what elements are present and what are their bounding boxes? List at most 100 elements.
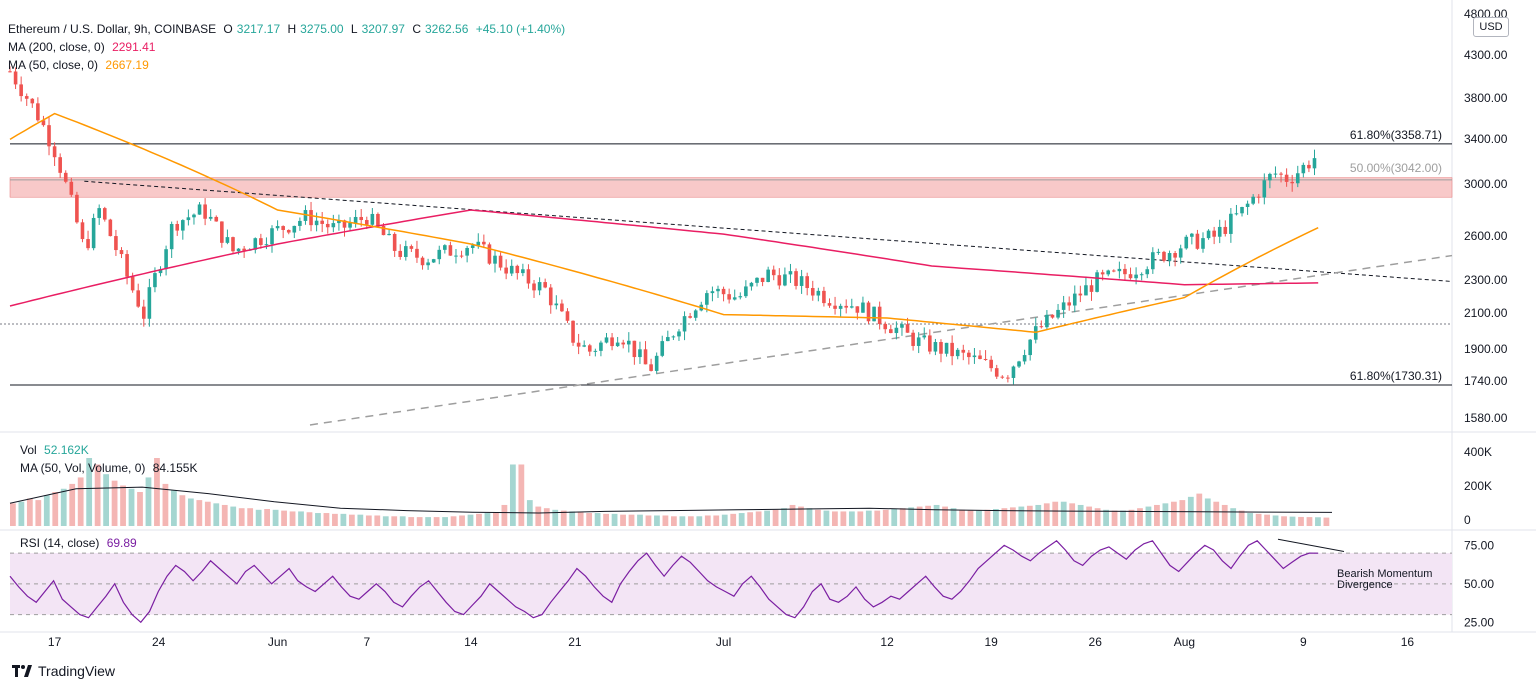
candle-body bbox=[448, 245, 453, 256]
price-tick-label: 2100.00 bbox=[1464, 306, 1508, 320]
candle-body bbox=[264, 244, 269, 246]
ma50-legend[interactable]: MA (50, close, 0) 2667.19 bbox=[8, 56, 569, 74]
volume-bar bbox=[874, 510, 881, 526]
time-axis[interactable]: 17 24 Jun 7 14 21 Jul 12 19 26 Aug 9 16 bbox=[48, 635, 1414, 649]
volume-ma-label: MA (50, Vol, Volume, 0) bbox=[20, 461, 146, 475]
volume-bars[interactable] bbox=[9, 458, 1333, 526]
volume-bar bbox=[416, 517, 423, 526]
volume-ma-value: 84.155K bbox=[152, 461, 198, 475]
volume-bar bbox=[120, 485, 126, 526]
candle-body bbox=[359, 216, 364, 221]
volume-bar bbox=[1289, 516, 1296, 526]
volume-bar bbox=[671, 516, 677, 526]
candlesticks[interactable] bbox=[8, 66, 1317, 385]
volume-bar bbox=[289, 511, 296, 526]
candle-body bbox=[928, 335, 932, 352]
volume-bar bbox=[1001, 508, 1008, 526]
candle-body bbox=[1145, 269, 1150, 275]
candle-body bbox=[398, 250, 403, 257]
candle-body bbox=[666, 337, 670, 342]
candle-body bbox=[270, 228, 274, 245]
candle-body bbox=[654, 355, 659, 371]
volume-bar bbox=[509, 464, 516, 526]
candle-body bbox=[1100, 272, 1105, 275]
candle-body bbox=[1000, 376, 1005, 378]
volume-bar bbox=[815, 509, 821, 526]
candle-body bbox=[487, 244, 492, 264]
candle-body bbox=[164, 249, 168, 270]
volume-bar bbox=[518, 464, 525, 526]
resistance-zone bbox=[9, 177, 1453, 198]
candle-body bbox=[1123, 268, 1127, 275]
volume-tick-label: 400K bbox=[1464, 445, 1492, 459]
volume-bar bbox=[560, 510, 567, 526]
candle-body bbox=[1067, 302, 1072, 306]
candle-body bbox=[454, 255, 458, 257]
ma50-label: MA (50, close, 0) bbox=[8, 58, 99, 72]
candle-body bbox=[509, 265, 514, 274]
candle-body bbox=[220, 221, 224, 243]
price-axis[interactable]: 4800.004300.003800.003400.003000.002600.… bbox=[1464, 7, 1508, 629]
volume-bar bbox=[340, 513, 347, 526]
volume-bar bbox=[721, 514, 728, 526]
volume-bar bbox=[747, 512, 754, 526]
candle-body bbox=[63, 172, 68, 182]
candle-body bbox=[30, 98, 35, 104]
candle-body bbox=[125, 254, 129, 277]
candle-body bbox=[626, 340, 631, 345]
currency-badge[interactable]: USD bbox=[1473, 17, 1509, 37]
candle-body bbox=[872, 306, 876, 322]
brand-name[interactable]: TradingView bbox=[38, 663, 116, 679]
symbol-title[interactable]: Ethereum / U.S. Dollar, 9h, COINBASE bbox=[8, 22, 217, 36]
high-label: H bbox=[287, 22, 297, 36]
candle-body bbox=[1095, 272, 1099, 292]
volume-label[interactable]: Vol bbox=[20, 443, 37, 457]
volume-bar bbox=[603, 513, 609, 526]
rsi-pane[interactable] bbox=[9, 538, 1452, 624]
descending-trendline bbox=[84, 180, 1453, 282]
volume-bar bbox=[382, 516, 389, 526]
candle-body bbox=[1312, 158, 1317, 169]
candle-body bbox=[75, 194, 79, 223]
candle-body bbox=[1217, 226, 1222, 237]
time-tick-label: 19 bbox=[984, 635, 998, 649]
candle-body bbox=[805, 276, 809, 289]
volume-bar bbox=[365, 515, 372, 526]
volume-bar bbox=[145, 477, 152, 526]
volume-bar bbox=[221, 504, 228, 526]
candle-body bbox=[1028, 339, 1032, 356]
volume-bar bbox=[1213, 501, 1220, 526]
candle-body bbox=[749, 282, 754, 287]
volume-bar bbox=[77, 477, 84, 526]
volume-bar bbox=[950, 508, 957, 526]
volume-bar bbox=[450, 516, 457, 526]
volume-bar bbox=[255, 509, 262, 526]
candle-body bbox=[1201, 238, 1205, 249]
candle-body bbox=[1178, 248, 1183, 258]
ma200-legend[interactable]: MA (200, close, 0) 2291.41 bbox=[8, 38, 569, 56]
candle-body bbox=[955, 349, 960, 357]
volume-bar bbox=[272, 509, 279, 526]
candle-body bbox=[1301, 164, 1306, 174]
candle-body bbox=[197, 204, 202, 215]
candle-body bbox=[286, 229, 291, 233]
volume-bar bbox=[891, 509, 898, 526]
volume-bar bbox=[357, 514, 364, 526]
volume-bar bbox=[577, 512, 584, 526]
candle-body bbox=[532, 283, 536, 291]
volume-legend: Vol 52.162K MA (50, Vol, Volume, 0) 84.1… bbox=[20, 441, 201, 477]
resistance-zone-rect bbox=[9, 177, 1453, 198]
ohlc-row: Ethereum / U.S. Dollar, 9h, COINBASE O 32… bbox=[8, 20, 569, 38]
volume-bar bbox=[1086, 506, 1093, 526]
candle-body bbox=[186, 217, 191, 221]
rsi-tick-label: 25.00 bbox=[1464, 615, 1494, 629]
candle-body bbox=[1223, 226, 1228, 234]
candle-body bbox=[80, 222, 85, 240]
volume-bar bbox=[848, 511, 855, 526]
volume-bar bbox=[467, 514, 474, 526]
candle-body bbox=[877, 306, 882, 324]
candle-body bbox=[543, 282, 547, 288]
rsi-label[interactable]: RSI (14, close) bbox=[20, 536, 100, 550]
candle-body bbox=[1290, 181, 1294, 184]
